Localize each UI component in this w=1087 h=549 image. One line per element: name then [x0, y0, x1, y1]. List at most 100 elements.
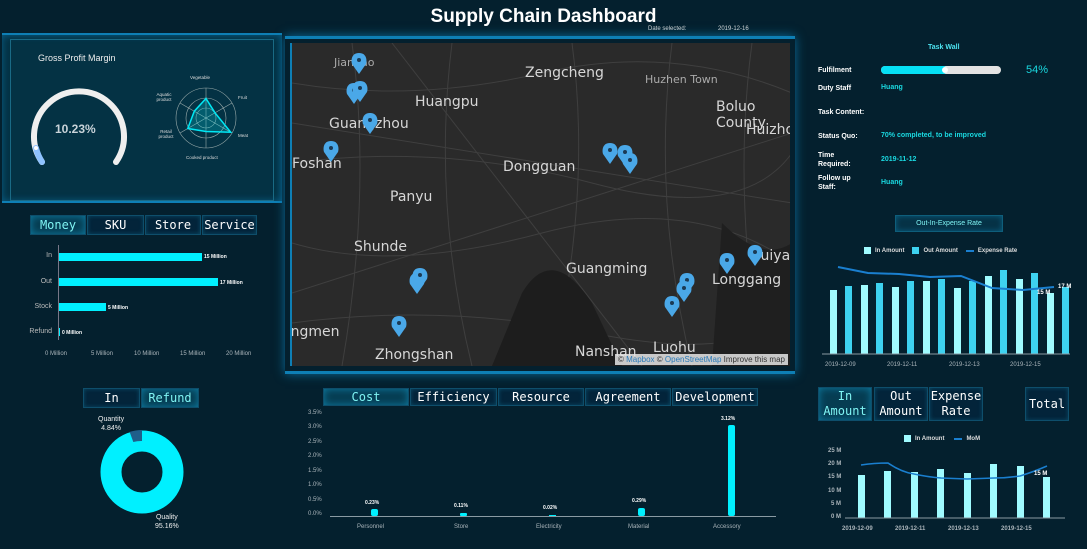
- y-tick: 3.5%: [308, 410, 322, 416]
- time-required-label: Time Required:: [818, 152, 851, 168]
- tab-in-amount[interactable]: In Amount: [818, 387, 872, 421]
- tab-efficiency[interactable]: Efficiency: [410, 388, 497, 406]
- map-label: Zengcheng: [525, 65, 604, 81]
- tab-money[interactable]: Money: [30, 215, 86, 235]
- bar-accessory[interactable]: [728, 425, 735, 516]
- x-tick: 2019-12-09: [842, 526, 873, 532]
- tab-store[interactable]: Store: [145, 215, 201, 235]
- follow-up-value: Huang: [881, 179, 903, 186]
- status-label: Status Quo:: [818, 133, 858, 140]
- duty-staff-label: Duty Staff: [818, 85, 852, 92]
- x-tick: 10 Million: [134, 351, 160, 357]
- map-pins: [323, 53, 763, 337]
- in-amount-legend: In Amount MoM: [904, 435, 980, 442]
- bar-refund[interactable]: [59, 328, 60, 336]
- map-label: Foshan: [292, 156, 342, 172]
- x-tick: 5 Million: [91, 351, 114, 357]
- date-selected-label: Date selected:: [648, 26, 687, 32]
- y-tick: 0 M: [831, 514, 842, 520]
- map-roads: [292, 43, 790, 366]
- map-label: Panyu: [390, 189, 433, 205]
- gross-profit-gauge: [31, 88, 127, 165]
- expense-legend: In Amount Out Amount Expense Rate: [864, 247, 1017, 254]
- x-category: Material: [628, 524, 650, 530]
- bar-value: 0.11%: [454, 503, 468, 509]
- in-amount-mom-chart: 15 M: [845, 462, 1065, 519]
- map-label: Jiangmen: [290, 324, 340, 340]
- tab-refund[interactable]: Refund: [141, 388, 199, 408]
- y-tick: 2.0%: [308, 453, 322, 459]
- tab-sku[interactable]: SKU: [87, 215, 144, 235]
- y-tick: 10 M: [828, 488, 842, 494]
- x-tick: 2019-12-09: [825, 362, 856, 368]
- x-category: Electricity: [536, 524, 562, 530]
- x-tick: 2019-12-13: [948, 526, 979, 532]
- map-label: Zhongshan: [375, 347, 454, 363]
- y-tick: 2.5%: [308, 439, 322, 445]
- tab-cost[interactable]: Cost: [323, 388, 409, 406]
- radar-label-fruit: Fruit: [238, 95, 247, 100]
- map-label: Shunde: [354, 239, 408, 255]
- map-label: Huzhen Town: [645, 73, 718, 86]
- tab-service[interactable]: Service: [202, 215, 257, 235]
- bar-out[interactable]: [59, 278, 218, 286]
- map-label: Luohu: [653, 340, 696, 356]
- out-in-expense-button[interactable]: Out-In-Expense Rate: [895, 215, 1003, 232]
- category-refund: Refund: [29, 328, 52, 335]
- duty-staff-value: Huang: [881, 84, 903, 91]
- gauge-value: 10.23%: [55, 122, 96, 136]
- fulfilment-label: Fulfilment: [818, 67, 852, 74]
- y-tick: 0.0%: [308, 511, 322, 517]
- map-label: Huizhou: [746, 122, 790, 138]
- tab-resource[interactable]: Resource: [498, 388, 584, 406]
- fulfilment-progress-bar: [881, 66, 1001, 74]
- tab-out-amount[interactable]: Out Amount: [874, 387, 928, 421]
- radar-label-aquatic: Aquatic product: [156, 92, 172, 102]
- bar-store[interactable]: [460, 513, 467, 516]
- y-tick: 5 M: [831, 501, 842, 507]
- map-attribution: © Mapbox © OpenStreetMap Improve this ma…: [614, 354, 788, 365]
- annotation-15m: 15 M: [1034, 471, 1047, 477]
- date-selected-value[interactable]: 2019-12-16: [718, 26, 749, 32]
- tab-expense-rate[interactable]: Expense Rate: [929, 387, 983, 421]
- donut-label-quality: Quality 95.16%: [155, 514, 179, 530]
- bar-value: 3.12%: [721, 416, 736, 422]
- follow-up-label: Follow up Staff:: [818, 175, 851, 189]
- bar-electricity[interactable]: [549, 515, 556, 516]
- x-tick: 2019-12-13: [949, 362, 980, 368]
- radar-label-retail: Retail product: [158, 129, 174, 139]
- x-category: Accessory: [713, 524, 741, 530]
- map-label: Longgang: [712, 272, 782, 288]
- map-view[interactable]: Jiangao Zengcheng Huzhen Town Huangpu Bo…: [290, 43, 790, 366]
- page-title: Supply Chain Dashboard: [430, 6, 657, 27]
- annotation-17m: 17 M: [1058, 284, 1071, 290]
- tab-development[interactable]: Development: [672, 388, 758, 406]
- bar-value: 0.02%: [543, 505, 558, 511]
- bar-in[interactable]: [59, 253, 202, 261]
- y-tick: 15 M: [828, 474, 842, 480]
- tab-total[interactable]: Total: [1025, 387, 1069, 421]
- refund-donut-chart: [100, 430, 184, 514]
- map-label: Guangming: [566, 261, 648, 277]
- y-tick: 20 M: [828, 461, 842, 467]
- osm-link[interactable]: OpenStreetMap: [664, 355, 722, 364]
- radar-label-meat: Meat: [238, 133, 249, 138]
- status-value: 70% completed, to be improved: [881, 132, 987, 139]
- bar-personnel[interactable]: [371, 509, 378, 516]
- bar-value: 0.29%: [632, 498, 647, 504]
- improve-map-link[interactable]: Improve this map: [723, 355, 785, 364]
- map-label: Huangpu: [415, 94, 479, 110]
- map-label: Dongguan: [503, 159, 576, 175]
- category-out: Out: [40, 278, 52, 285]
- bar-refund-value: 0 Million: [62, 330, 82, 336]
- radar-label-cooked: Cooked product: [186, 155, 218, 160]
- mapbox-link[interactable]: Mapbox: [626, 355, 655, 364]
- map-label: Boluo County: [716, 99, 766, 131]
- tab-in[interactable]: In: [83, 388, 140, 408]
- tab-agreement[interactable]: Agreement: [585, 388, 671, 406]
- bar-stock[interactable]: [59, 303, 106, 311]
- gross-profit-title: Gross Profit Margin: [38, 53, 116, 63]
- x-tick: 15 Million: [180, 351, 206, 357]
- bar-material[interactable]: [638, 508, 645, 516]
- radar-label-vegetable: Vegetable: [190, 75, 211, 80]
